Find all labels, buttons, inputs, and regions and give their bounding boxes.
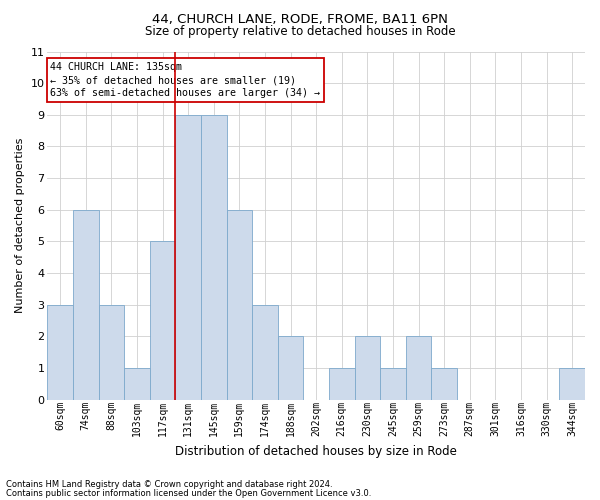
Y-axis label: Number of detached properties: Number of detached properties — [15, 138, 25, 313]
Bar — [278, 336, 304, 400]
Bar — [431, 368, 457, 400]
Bar — [227, 210, 252, 400]
Bar — [73, 210, 98, 400]
Bar — [98, 304, 124, 400]
Text: 44, CHURCH LANE, RODE, FROME, BA11 6PN: 44, CHURCH LANE, RODE, FROME, BA11 6PN — [152, 12, 448, 26]
Bar — [355, 336, 380, 400]
Bar — [175, 115, 201, 400]
Text: Size of property relative to detached houses in Rode: Size of property relative to detached ho… — [145, 25, 455, 38]
Text: Contains public sector information licensed under the Open Government Licence v3: Contains public sector information licen… — [6, 489, 371, 498]
Bar — [380, 368, 406, 400]
Text: 44 CHURCH LANE: 135sqm
← 35% of detached houses are smaller (19)
63% of semi-det: 44 CHURCH LANE: 135sqm ← 35% of detached… — [50, 62, 320, 98]
Bar — [252, 304, 278, 400]
Bar — [47, 304, 73, 400]
X-axis label: Distribution of detached houses by size in Rode: Distribution of detached houses by size … — [175, 444, 457, 458]
Bar — [406, 336, 431, 400]
Text: Contains HM Land Registry data © Crown copyright and database right 2024.: Contains HM Land Registry data © Crown c… — [6, 480, 332, 489]
Bar — [150, 242, 175, 400]
Bar — [124, 368, 150, 400]
Bar — [329, 368, 355, 400]
Bar — [559, 368, 585, 400]
Bar — [201, 115, 227, 400]
